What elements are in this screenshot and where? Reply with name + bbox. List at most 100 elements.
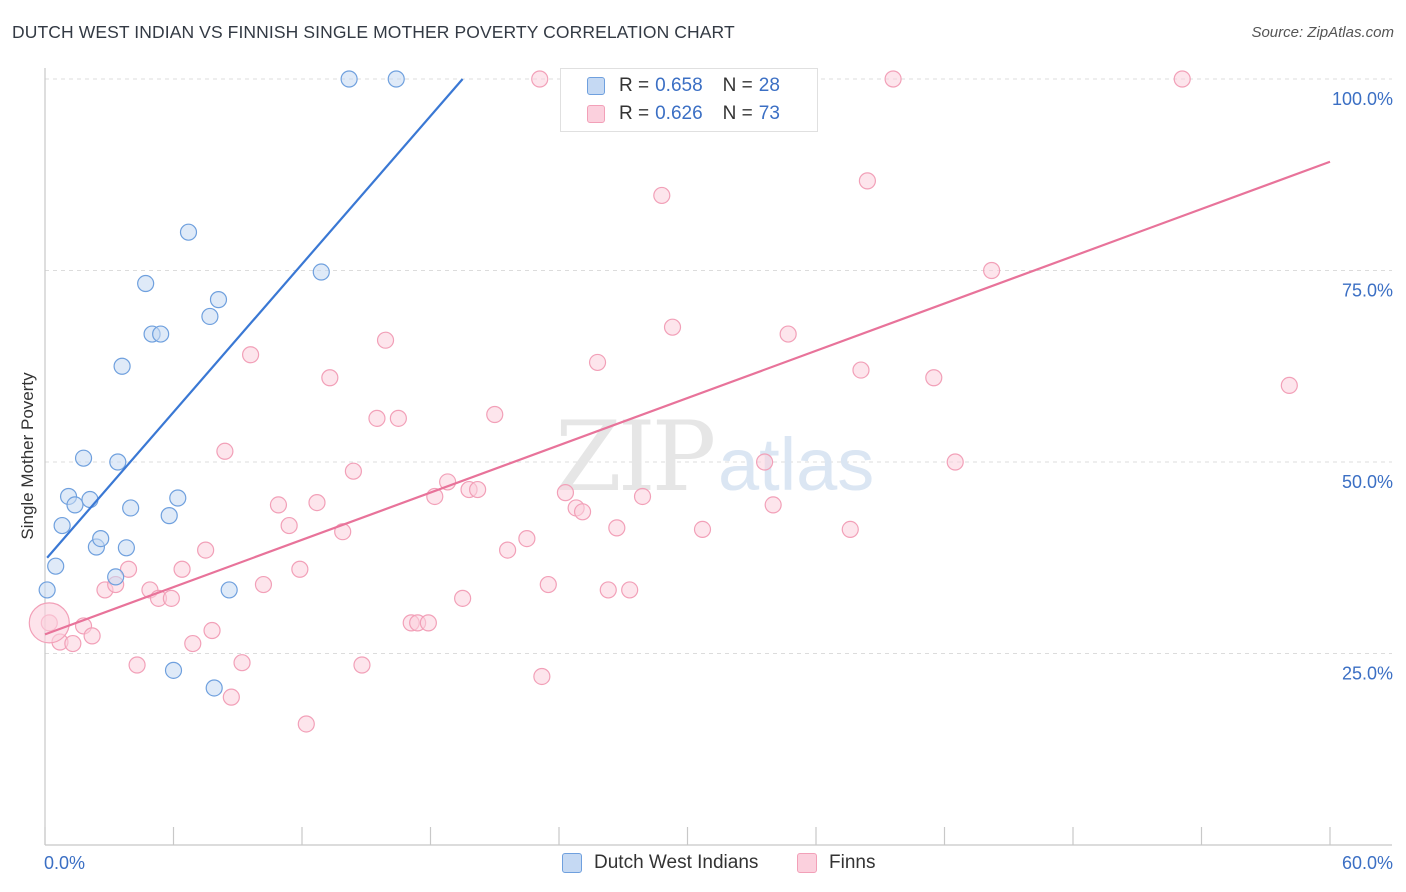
dutch-west-indians-point: [220, 581, 238, 599]
r-label: R =: [619, 75, 650, 96]
finns-point: [588, 353, 607, 372]
finns-point: [308, 493, 326, 512]
dutch-west-indians-point: [160, 507, 178, 525]
dutch-west-indians-point: [53, 516, 71, 535]
y-tick-label: 100.0%: [1332, 89, 1393, 109]
finns-point: [946, 453, 964, 471]
finns-point: [1280, 376, 1298, 394]
y-tick-label: 25.0%: [1342, 664, 1393, 684]
finns-point: [376, 331, 395, 349]
finns-point: [983, 261, 1001, 280]
finns-point: [321, 369, 339, 387]
y-axis-title: Single Mother Poverty: [18, 372, 37, 540]
finns-point: [469, 480, 487, 499]
dutch-west-indians-point: [122, 499, 140, 517]
finns-point: [653, 186, 671, 205]
dutch-west-indians-point: [107, 568, 125, 586]
finns-point: [119, 560, 138, 578]
finns-point: [203, 621, 221, 640]
legend-swatch-pink: [587, 105, 605, 123]
finns-point: [419, 614, 437, 632]
finns-point: [841, 520, 859, 539]
finns-point-large: [28, 602, 70, 644]
dutch-west-indians-point: [387, 70, 405, 88]
grid: [45, 78, 1392, 654]
finns-point: [197, 541, 215, 559]
legend-swatch-blue: [587, 77, 605, 95]
legend-row-dutch-west-indians: R = 0.658 N = 28: [587, 73, 780, 99]
x-tick-label-min: 0.0%: [44, 853, 85, 873]
finns-point: [173, 560, 191, 578]
finns-point: [242, 346, 260, 364]
dutch-west-indians-point: [340, 70, 358, 88]
finns-point: [663, 318, 682, 336]
finns-point: [222, 688, 240, 706]
dutch-west-indians-point: [169, 489, 187, 507]
axes: [44, 68, 1392, 846]
finns-point: [755, 453, 774, 471]
legend-label: Finns: [829, 852, 876, 873]
finns-point: [852, 361, 870, 379]
dutch-west-indians-point: [179, 223, 198, 241]
n-value: 28: [758, 75, 780, 96]
finns-point: [291, 560, 309, 578]
finns-point: [344, 462, 362, 480]
finns-point: [486, 405, 504, 424]
finns-point: [389, 409, 407, 427]
finns-point: [531, 70, 549, 88]
trendlines: [44, 78, 1331, 636]
legend-swatch-pink: [797, 853, 817, 873]
correlation-legend: R = 0.658 N = 28 R = 0.626 N = 73: [560, 68, 818, 132]
y-tick-label: 50.0%: [1342, 472, 1393, 492]
x-tick-label-max: 60.0%: [1342, 853, 1393, 873]
finns-point: [280, 516, 298, 535]
finns-point: [925, 369, 943, 387]
finns-point: [128, 656, 146, 674]
dutch-west-indians-point: [205, 679, 223, 697]
legend-item-dutch-west-indians: Dutch West Indians: [562, 852, 758, 874]
finns-point: [297, 715, 315, 733]
finns-point: [269, 496, 288, 514]
finns-point: [216, 442, 234, 460]
dutch-west-indians-point: [66, 496, 84, 514]
finns-point: [454, 589, 472, 607]
finns-point: [184, 634, 202, 653]
finns-point: [254, 575, 273, 594]
finns-point: [1173, 70, 1191, 88]
dutch-west-indians-point: [137, 274, 155, 293]
chart-title: DUTCH WEST INDIAN VS FINNISH SINGLE MOTH…: [12, 22, 735, 42]
finns-point: [353, 656, 371, 674]
r-value: 0.658: [655, 75, 703, 96]
dutch-west-indians-point: [201, 307, 219, 326]
legend-item-finns: Finns: [797, 852, 875, 874]
finns-point: [599, 581, 617, 599]
finns-point: [162, 589, 180, 607]
n-label: N =: [722, 103, 753, 124]
r-label: R =: [619, 103, 650, 124]
n-label: N =: [722, 75, 753, 96]
dutch-west-indians-point: [81, 490, 99, 509]
source-label: Source: ZipAtlas.com: [1251, 24, 1394, 41]
dutch-west-indians-point: [109, 453, 127, 471]
legend-label: Dutch West Indians: [594, 852, 759, 873]
finns-point: [233, 654, 251, 672]
finns-point: [368, 409, 386, 427]
finns-points: [28, 70, 1298, 733]
axis-labels: 25.0% 50.0% 75.0% 100.0% 0.0% 60.0% Single Mot…: [18, 89, 1393, 873]
dutch-west-indians-point: [209, 291, 228, 309]
finns-trendline: [44, 160, 1331, 636]
y-tick-label: 75.0%: [1342, 281, 1393, 301]
finns-point: [518, 529, 536, 548]
dutch-west-indians-point: [74, 449, 93, 467]
dutch-west-indians-point: [312, 263, 330, 281]
dutch-west-indians-points: [38, 70, 405, 697]
finns-point: [884, 70, 902, 88]
watermark-atlas: atlas: [718, 423, 874, 506]
dutch-west-indians-point: [113, 357, 131, 375]
finns-point: [499, 541, 517, 559]
finns-point: [556, 484, 575, 502]
legend-swatch-blue: [562, 853, 582, 873]
finns-point: [693, 520, 712, 539]
finns-point: [858, 172, 877, 190]
finns-point: [633, 487, 652, 506]
